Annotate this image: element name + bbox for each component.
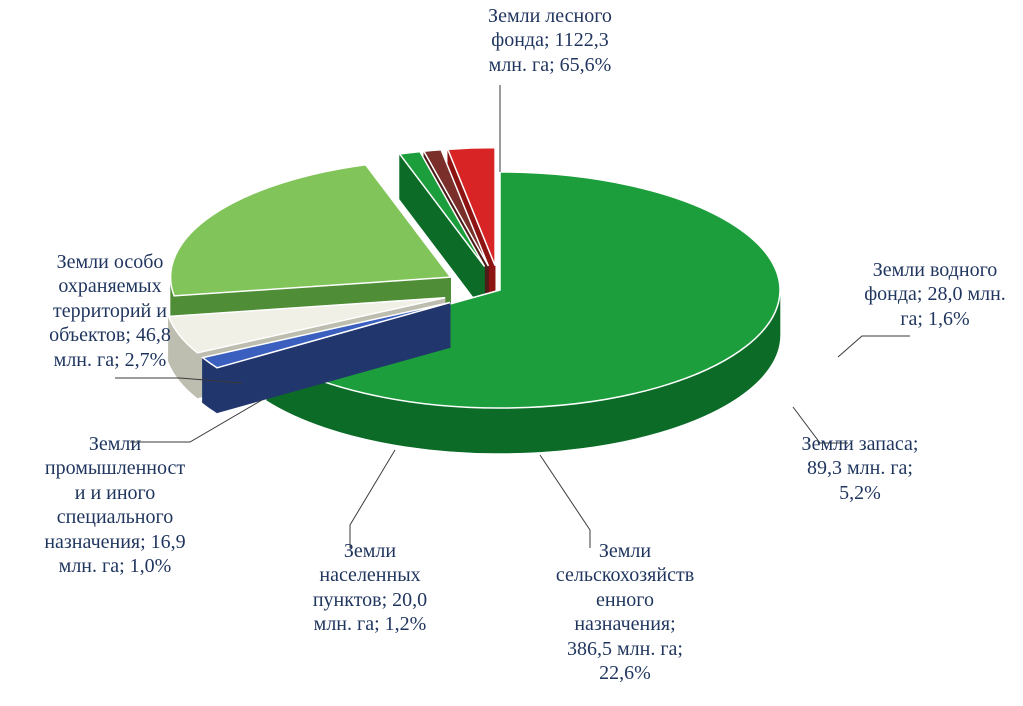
label-agri: Земли сельскохозяйств енного назначения;…	[525, 539, 725, 685]
label-forest: Земли лесного фонда; 1122,3 млн. га; 65,…	[430, 4, 670, 77]
label-water: Земли водного фонда; 28,0 млн. га; 1,6%	[850, 258, 1020, 331]
label-protected: Земли особо охраняемых территорий и объе…	[15, 250, 205, 372]
pie-chart-3d: Земли лесного фонда; 1122,3 млн. га; 65,…	[0, 0, 1023, 706]
leader-settlements	[350, 450, 395, 548]
label-industry: Земли промышленност и и иного специально…	[15, 432, 215, 578]
leader-agri	[540, 455, 590, 548]
leader-water	[838, 336, 910, 357]
label-reserve: Земли запаса; 89,3 млн. га; 5,2%	[775, 432, 945, 505]
label-settlements: Земли населенных пунктов; 20,0 млн. га; …	[275, 539, 465, 637]
